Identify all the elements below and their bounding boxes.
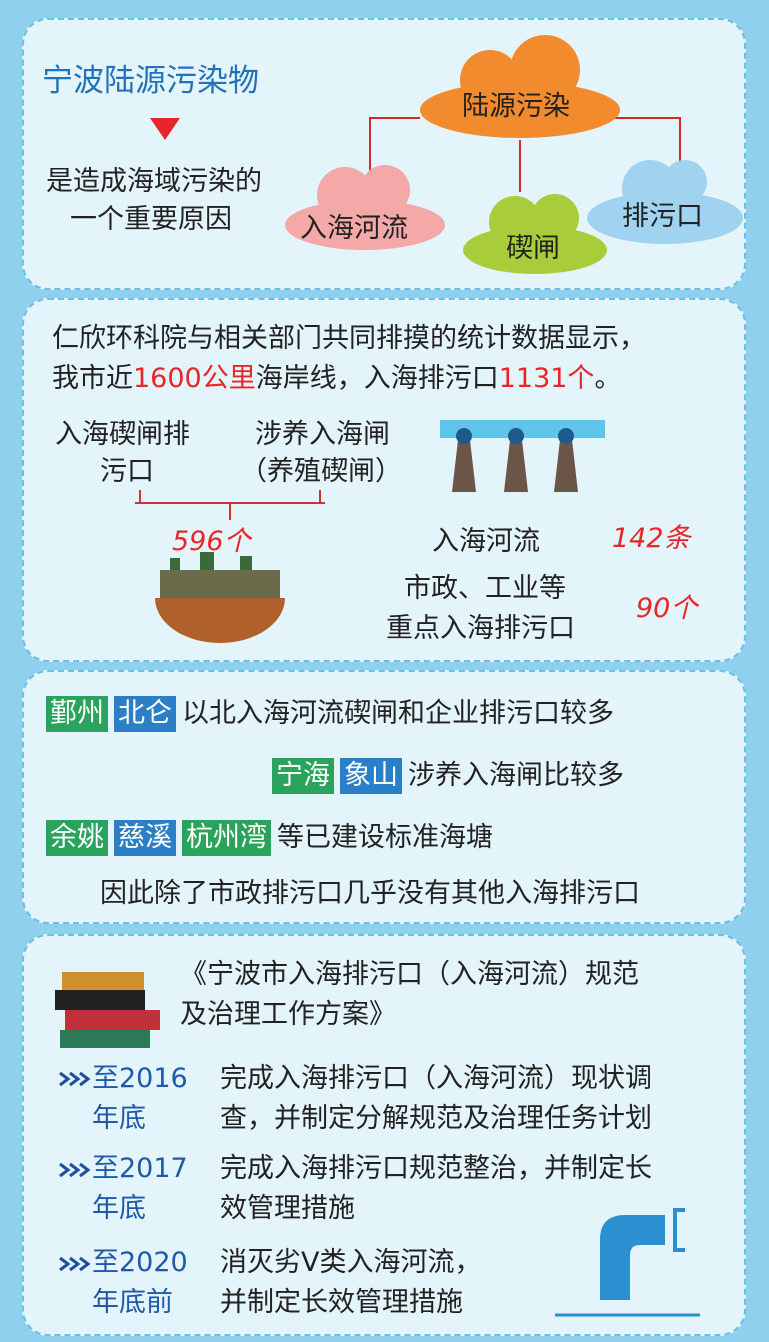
- plan-title: 《宁波市入海排污口（入海河流）规范: [180, 959, 639, 990]
- highlight: 1131个: [498, 363, 595, 394]
- milestone-text: 并制定长效管理措施: [220, 1287, 463, 1318]
- title: 宁波陆源污染物: [42, 63, 259, 99]
- text: 一个重要原因: [70, 204, 232, 235]
- text: 我市近: [52, 363, 133, 394]
- label: 重点入海排污口: [386, 613, 575, 644]
- text: 。: [594, 363, 622, 394]
- region-text: 以北入海河流碶闸和企业排污口较多: [182, 698, 614, 729]
- region-tag: 象山: [340, 758, 402, 794]
- count: 90个: [636, 593, 698, 624]
- milestone-date: 年底前: [92, 1287, 173, 1318]
- milestone-date: 年底: [92, 1103, 146, 1134]
- region-tag: 余姚: [46, 820, 108, 856]
- milestone-date: 至2017: [92, 1153, 188, 1184]
- label: 市政、工业等: [404, 573, 566, 604]
- region-tag: 鄞州: [46, 696, 108, 732]
- label: 入海河流: [432, 526, 540, 557]
- milestone-text: 效管理措施: [220, 1193, 355, 1224]
- cloud-label: 入海河流: [300, 213, 408, 244]
- region-row: 因此除了市政排污口几乎没有其他入海排污口: [100, 874, 640, 914]
- text: 是造成海域污染的: [46, 166, 262, 197]
- milestone-text: 消灭劣Ⅴ类入海河流，: [220, 1247, 482, 1278]
- text: 我市近1600公里海岸线，入海排污口1131个。: [52, 362, 621, 396]
- milestone-date: 至2016: [92, 1063, 188, 1094]
- milestone-text: 完成入海排污口规范整治，并制定长: [220, 1153, 652, 1184]
- highlight: 1600公里: [133, 363, 256, 394]
- region-text: 涉养入海闸比较多: [408, 760, 624, 791]
- region-tag: 北仑: [114, 696, 176, 732]
- label: （养殖碶闸）: [240, 456, 402, 487]
- region-tag: 宁海: [272, 758, 334, 794]
- region-tag: 慈溪: [114, 820, 176, 856]
- count: 596个: [172, 526, 251, 557]
- cloud-label: 碶闸: [506, 233, 560, 264]
- milestone-date: 年底: [92, 1193, 146, 1224]
- label: 涉养入海闸: [255, 419, 390, 450]
- region-tag: 杭州湾: [182, 820, 271, 856]
- cloud-label: 排污口: [622, 201, 703, 232]
- text: 仁欣环科院与相关部门共同排摸的统计数据显示，: [52, 323, 646, 354]
- milestone-date: 至2020: [92, 1247, 188, 1278]
- text: 海岸线，入海排污口: [255, 363, 499, 394]
- region-row: 宁海 象山 涉养入海闸比较多: [272, 756, 624, 796]
- label: 污口: [100, 456, 154, 487]
- count: 142条: [612, 523, 691, 554]
- region-row: 鄞州 北仑 以北入海河流碶闸和企业排污口较多: [46, 694, 614, 734]
- cloud-label: 陆源污染: [462, 91, 570, 122]
- region-text: 等已建设标准海塘: [277, 822, 493, 853]
- label: 入海碶闸排: [55, 419, 190, 450]
- region-row: 余姚 慈溪 杭州湾 等已建设标准海塘: [46, 818, 493, 858]
- milestone-text: 查，并制定分解规范及治理任务计划: [220, 1103, 652, 1134]
- plan-title: 及治理工作方案》: [180, 999, 396, 1030]
- region-text: 因此除了市政排污口几乎没有其他入海排污口: [100, 878, 640, 909]
- milestone-text: 完成入海排污口（入海河流）现状调: [220, 1063, 652, 1094]
- panel-stats: [22, 298, 746, 662]
